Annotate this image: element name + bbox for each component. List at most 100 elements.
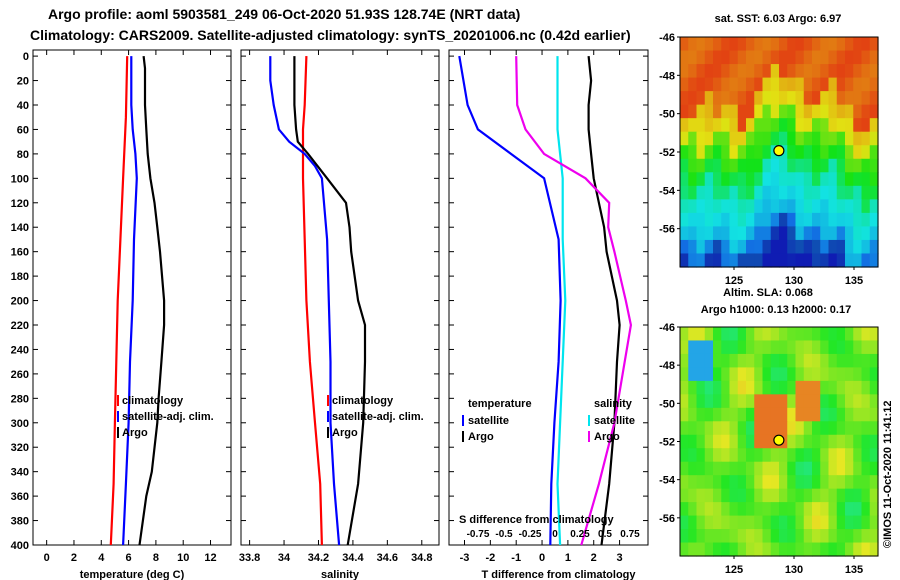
x-tick-label-salinity: 33.8 (239, 552, 260, 564)
legend-label: Argo (332, 427, 358, 439)
map-image-sla-map (680, 327, 879, 557)
map-lon-label: 135 (845, 275, 863, 287)
x-tick-label-salinity: 34.6 (377, 552, 398, 564)
legend-label: satellite-adj. clim. (332, 411, 424, 423)
map-lat-label: -56 (659, 513, 675, 525)
depth-tick-label: 340 (11, 467, 29, 479)
series-line-salinity-satellite-adj-clim- (269, 56, 341, 546)
depth-tick-label: 400 (11, 540, 29, 552)
argo-location-marker (773, 145, 785, 157)
x-tick-label-temperature: 2 (71, 552, 77, 564)
legend-title-temperature: temperature (468, 398, 532, 410)
figure-title-line2: Climatology: CARS2009. Satellite-adjuste… (30, 27, 631, 43)
series-line-salinity-climatology (301, 56, 323, 546)
panel-frame-difference (448, 49, 649, 546)
depth-tick-label: 380 (11, 516, 29, 528)
x-tick-label-difference: 1 (565, 552, 571, 564)
x-tick-label-temperature: 8 (153, 552, 159, 564)
x-tick-label-salinity: 34.2 (308, 552, 329, 564)
map-lat-label: -54 (659, 475, 676, 487)
depth-tick-label: 300 (11, 418, 29, 430)
legend-label: satellite-adj. clim. (122, 411, 214, 423)
map-lat-label: -48 (659, 360, 675, 372)
depth-tick-label: 200 (11, 296, 29, 308)
sst-map-title: sat. SST: 6.03 Argo: 6.97 (715, 13, 842, 25)
x-tick-label-temperature: 4 (98, 552, 105, 564)
legend-label: Argo (594, 431, 620, 443)
map-lat-label: -48 (659, 70, 675, 82)
x-tick-label-salinity: 34.8 (411, 552, 432, 564)
depth-tick-label: 80 (17, 149, 29, 161)
map-lon-label: 130 (785, 275, 803, 287)
top-tick-label: 0.75 (620, 529, 640, 540)
x-tick-label-difference: -1 (511, 552, 521, 564)
x-tick-label-temperature: 10 (177, 552, 189, 564)
imos-stamp: ©IMOS 11-Oct-2020 11:41:12 (882, 400, 894, 548)
depth-tick-label: 240 (11, 344, 29, 356)
map-lon-label: 125 (725, 564, 743, 576)
depth-tick-label: 40 (17, 100, 29, 112)
top-tick-label: 0.25 (570, 529, 590, 540)
argo-location-marker (773, 434, 785, 446)
x-tick-label-temperature: 0 (44, 552, 50, 564)
depth-tick-label: 60 (17, 124, 29, 136)
series-line-salinity-argo (293, 56, 367, 546)
x-tick-label-difference: -3 (460, 552, 470, 564)
series-line-temperature-argo (138, 55, 166, 546)
legend-label: satellite (468, 415, 509, 427)
depth-tick-label: 160 (11, 247, 29, 259)
map-lon-label: 135 (845, 564, 863, 576)
depth-tick-label: 180 (11, 271, 29, 283)
series-line-difference-t-argo (587, 55, 621, 546)
series-line-temperature-satellite-adj-clim- (122, 56, 138, 546)
depth-tick-label: 280 (11, 393, 29, 405)
series-line-temperature-climatology (109, 56, 129, 546)
depth-tick-label: 100 (11, 173, 29, 185)
map-lat-label: -54 (659, 185, 676, 197)
legend-label: Argo (122, 427, 148, 439)
x-axis-label-difference: T difference from climatology (481, 569, 636, 580)
series-line-difference-t-satellite (556, 56, 567, 546)
panel-frame-salinity (240, 49, 440, 546)
sla-map-subtitle: Argo h1000: 0.13 h2000: 0.17 (701, 304, 851, 316)
figure-title-line1: Argo profile: aoml 5903581_249 06-Oct-20… (48, 6, 521, 22)
depth-tick-label: 260 (11, 369, 29, 381)
series-line-difference-s-satellite (458, 55, 562, 546)
x-axis-label-salinity: salinity (321, 569, 360, 580)
map-lat-label: -52 (659, 147, 675, 159)
depth-tick-label: 360 (11, 491, 29, 503)
x-tick-label-salinity: 34 (278, 552, 291, 564)
legend-label: satellite (594, 415, 635, 427)
map-lat-label: -50 (659, 109, 675, 121)
depth-tick-label: 140 (11, 222, 29, 234)
legend-label: Argo (468, 431, 494, 443)
top-tick-label: 0.5 (598, 529, 612, 540)
top-tick-label: -0.5 (495, 529, 513, 540)
x-axis-label-temperature: temperature (deg C) (80, 569, 185, 580)
top-tick-label: 0 (552, 529, 558, 540)
depth-tick-label: 20 (17, 76, 29, 88)
series-line-difference-s-argo (515, 56, 633, 546)
top-tick-label: -0.75 (467, 529, 490, 540)
map-lat-label: -52 (659, 437, 675, 449)
x-tick-label-salinity: 34.4 (342, 552, 364, 564)
x-tick-label-difference: 0 (539, 552, 545, 564)
map-lat-label: -46 (659, 322, 675, 334)
x-tick-label-difference: 2 (591, 552, 597, 564)
x-tick-label-difference: 3 (617, 552, 623, 564)
map-lon-label: 125 (725, 275, 743, 287)
legend-title-salinity: salinity (594, 398, 633, 410)
legend-label: climatology (122, 395, 184, 407)
depth-tick-label: 120 (11, 198, 29, 210)
depth-tick-label: 320 (11, 442, 29, 454)
sla-map-title: Altim. SLA: 0.068 (723, 287, 813, 299)
x-tick-label-temperature: 6 (126, 552, 132, 564)
depth-tick-label: 220 (11, 320, 29, 332)
map-image-sst-map (680, 37, 879, 268)
top-axis-label: S difference from climatology (459, 514, 615, 526)
x-tick-label-temperature: 12 (204, 552, 216, 564)
map-lon-label: 130 (785, 564, 803, 576)
map-lat-label: -50 (659, 398, 675, 410)
map-lat-label: -56 (659, 224, 675, 236)
